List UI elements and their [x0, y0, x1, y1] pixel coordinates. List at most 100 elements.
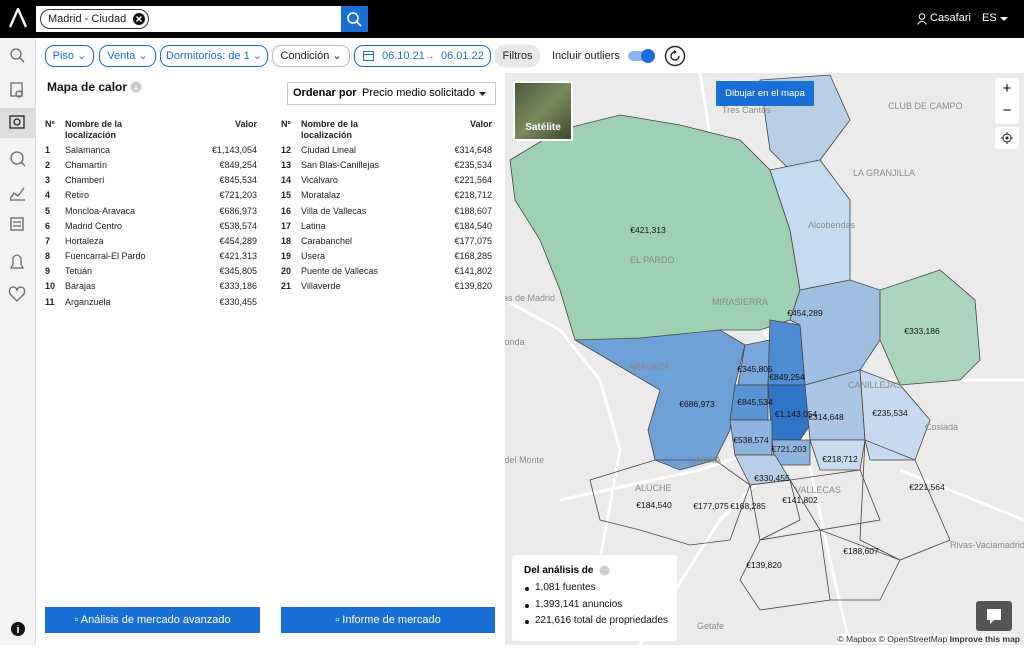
improve-link[interactable]: Improve this map: [949, 634, 1020, 644]
zoom-in[interactable]: +: [1002, 80, 1012, 97]
advanced-analysis-button[interactable]: ▫ Análisis de mercado avanzado: [45, 607, 260, 633]
location-value: €845,534: [219, 175, 257, 186]
location-value: €345,805: [219, 266, 257, 277]
place-label: VALLECAS: [795, 485, 841, 495]
price-label: €538,574: [733, 435, 769, 445]
info-icon[interactable]: [130, 81, 142, 93]
location-name: Salamanca: [65, 145, 111, 155]
button-label: Análisis de mercado avanzado: [80, 614, 231, 626]
top-bar: Madrid - Ciudad Casafari ES: [0, 0, 1024, 38]
location-value: €168,285: [454, 251, 492, 262]
attribution: © Mapbox © OpenStreetMap Improve this ma…: [837, 634, 1020, 644]
location-value: €721,203: [219, 190, 257, 201]
location-name: Barajas: [65, 281, 96, 292]
column-header: Valor: [469, 119, 492, 129]
more-filters[interactable]: Filtros: [495, 45, 540, 67]
rank: 18: [281, 235, 292, 246]
filter-dates[interactable]: 06.10.21 → 06.01.22: [354, 45, 491, 67]
info-icon[interactable]: [599, 565, 610, 576]
sidebar: [0, 38, 36, 645]
rank: 21: [281, 281, 292, 292]
column-header: Nº: [45, 119, 55, 129]
place-label: CLUB DE CAMPO: [888, 101, 963, 111]
chip-remove[interactable]: [133, 13, 146, 25]
chip-label: Madrid - Ciudad: [48, 13, 127, 25]
location-value: €849,254: [219, 160, 257, 171]
analysis-item: 1,081 fuentes: [535, 582, 596, 593]
search-button[interactable]: [341, 6, 368, 32]
price-label: €235,534: [872, 408, 908, 418]
caret: [1000, 17, 1008, 21]
location-value: €333,186: [219, 281, 257, 292]
column-header: Nº: [281, 119, 291, 129]
price-label: €177,075: [693, 501, 729, 511]
search-box[interactable]: Madrid - Ciudad: [36, 6, 341, 32]
price-label: €139,820: [746, 560, 782, 570]
rank: 10: [45, 281, 56, 292]
filter-condition[interactable]: Condición ⌄: [272, 45, 350, 67]
analysis-item: 1,393,141 anuncios: [535, 598, 623, 610]
price-label: €168,285: [730, 501, 766, 511]
location-name: Retiro: [65, 190, 90, 201]
location-name: Puente de Vallecas: [301, 266, 378, 277]
price-label: €218,712: [822, 454, 858, 464]
price-label: €421,313: [630, 225, 666, 235]
location-name: Moratalaz: [301, 190, 341, 201]
location-value: €139,820: [454, 281, 492, 292]
filter-bedrooms[interactable]: Dormitorios: de 1 ⌄: [160, 45, 268, 67]
analysis-title: Del análisis de: [524, 565, 594, 576]
date-from: 06.10.21: [382, 50, 425, 62]
zoom-controls: + −: [995, 78, 1019, 124]
price-label: €333,186: [904, 326, 940, 336]
location-name: Madrid Centro: [65, 220, 123, 231]
place-label: Majadahonda: [505, 337, 525, 347]
analysis-item: 221,616 total de propriedades: [535, 615, 668, 626]
price-label: €845,534: [737, 397, 773, 407]
language[interactable]: ES: [982, 12, 997, 24]
outliers-label: Incluir outliers: [552, 50, 620, 62]
location-value: €218,712: [454, 190, 492, 201]
filter-operation[interactable]: Venta ⌄: [99, 45, 156, 67]
satellite-toggle[interactable]: Satélite: [513, 81, 573, 141]
chat-button[interactable]: [976, 601, 1012, 631]
place-label: ARAVACA: [628, 362, 670, 372]
bullet: [525, 603, 529, 608]
column-header: Nombre de la localización: [65, 119, 123, 140]
location-value: €1,143,054: [211, 145, 257, 155]
location-name: Chamberí: [65, 175, 105, 186]
draw-button[interactable]: Dibujar en el mapa: [716, 81, 814, 106]
refresh-button[interactable]: [664, 45, 686, 67]
search-chip: Madrid - Ciudad: [40, 9, 150, 29]
panel-title: Mapa de calor: [47, 80, 128, 94]
place-label: MIRASIERRA: [712, 297, 769, 307]
rank: 3: [45, 175, 51, 186]
rank: 13: [281, 160, 292, 171]
market-report-button[interactable]: ▫ Informe de mercado: [281, 607, 495, 633]
price-label: €686,973: [679, 399, 715, 409]
location-name: Fuencarral-El Pardo: [65, 251, 146, 262]
filter-label: Venta: [107, 50, 136, 62]
sort-dropdown[interactable]: Ordenar por Precio medio solicitado: [287, 82, 496, 105]
location-value: €314,648: [454, 145, 492, 155]
logo: [9, 8, 27, 28]
location-name: Carabanchel: [301, 235, 353, 246]
price-label: €221,564: [909, 482, 945, 492]
user-name[interactable]: Casafari: [930, 12, 971, 24]
price-label: €141,802: [782, 495, 818, 505]
location-value: €235,534: [454, 160, 492, 171]
price-label: €1,143,054: [774, 409, 818, 419]
location-value: €686,973: [219, 205, 257, 216]
location-name: Villaverde: [301, 281, 341, 292]
caret: [479, 92, 486, 96]
column-header: Nombre de la localización: [301, 119, 359, 140]
user-icon: [917, 13, 927, 25]
map[interactable]: Tres Cantos CLUB DE CAMPO Alcobendas LA GRA…: [505, 73, 1024, 645]
rank: 15: [281, 190, 292, 201]
zoom-out[interactable]: −: [1002, 102, 1012, 119]
price-label: €721,203: [771, 444, 807, 454]
location-value: €538,574: [219, 220, 257, 231]
place-label: LA GRANJILLA: [853, 168, 916, 178]
outliers-toggle[interactable]: [627, 48, 657, 64]
filter-property[interactable]: Piso ⌄: [45, 45, 94, 67]
locate-button[interactable]: [995, 127, 1019, 149]
